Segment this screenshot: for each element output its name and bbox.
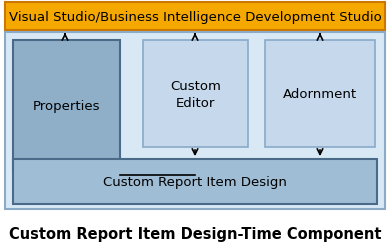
Text: Visual Studio/Business Intelligence Development Studio: Visual Studio/Business Intelligence Deve…: [9, 11, 381, 23]
Text: Custom Report Item Design: Custom Report Item Design: [103, 175, 287, 188]
Text: Properties: Properties: [33, 100, 100, 113]
Bar: [13, 159, 377, 204]
Text: Custom Report Item Design-Time Component: Custom Report Item Design-Time Component: [9, 227, 381, 241]
Bar: [5, 3, 385, 31]
Text: Adornment: Adornment: [283, 88, 357, 101]
Bar: [143, 41, 248, 147]
Bar: [265, 41, 375, 147]
Text: Custom
Editor: Custom Editor: [170, 79, 221, 109]
Bar: [13, 41, 120, 171]
Bar: [5, 33, 385, 209]
